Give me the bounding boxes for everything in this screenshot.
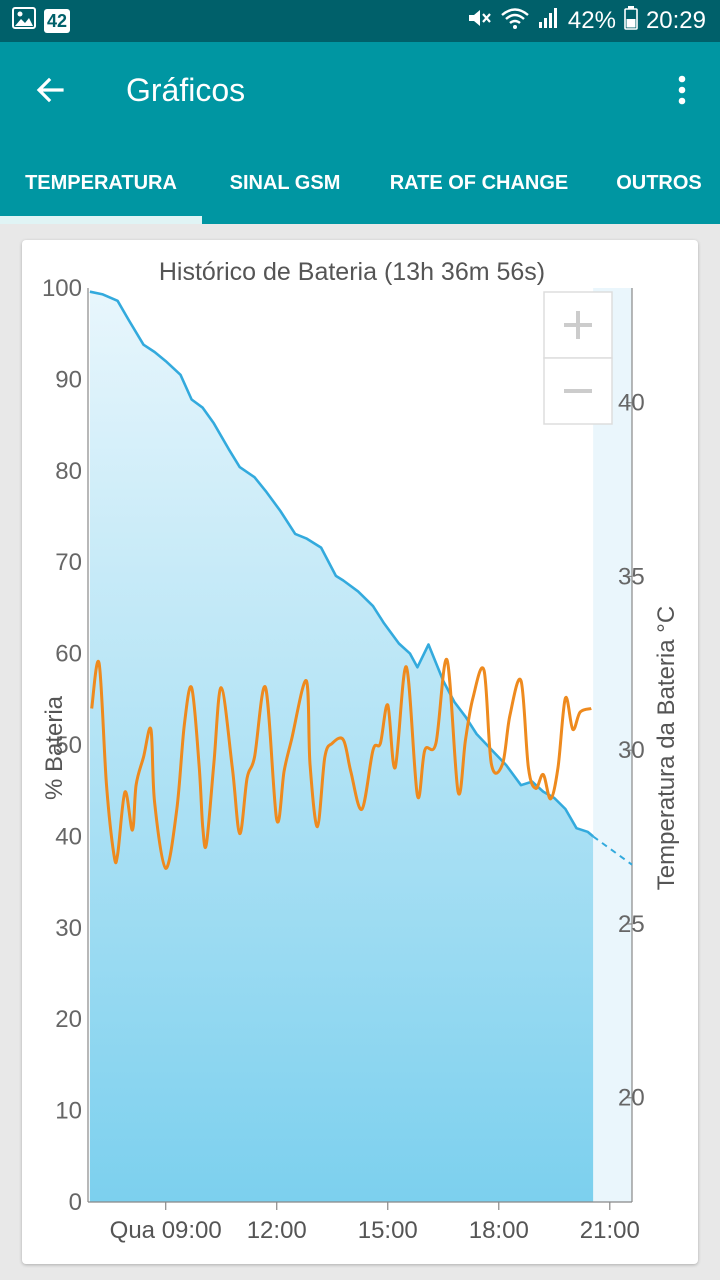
mute-icon (466, 6, 492, 37)
chart-lines (89, 290, 633, 870)
projection-region (593, 288, 632, 1202)
back-button[interactable] (28, 70, 72, 114)
y-left-tick-label: 20 (55, 1006, 82, 1033)
battery-icon (624, 5, 638, 37)
x-tick-label: Qua 09:00 (110, 1217, 222, 1244)
y-left-tick-label: 0 (69, 1189, 82, 1216)
signal-icon (538, 6, 560, 37)
page-title: Gráficos (126, 72, 246, 108)
tab-outros[interactable]: OUTROS (616, 171, 702, 194)
y-right-tick-label: 20 (618, 1085, 645, 1112)
status-bar: 42 42% 20:29 (0, 0, 720, 42)
y-left-tick-label: 90 (55, 366, 82, 393)
projection-region-fill (593, 288, 632, 1202)
y-left-tick-label: 30 (55, 915, 82, 942)
status-left: 42 (12, 7, 71, 34)
arrow-back-icon (34, 74, 66, 111)
wifi-icon (500, 6, 530, 37)
battery-percent: 42% (567, 7, 616, 34)
y-left-tick-label: 40 (55, 823, 82, 850)
image-icon (12, 7, 36, 34)
clock: 20:29 (645, 7, 706, 34)
tab-temperatura[interactable]: TEMPERATURA (25, 171, 177, 194)
chart-card: 0 10 20 30 40 50 60 70 80 90 100 20 25 30 35 40 Qua 09:0… (22, 240, 698, 1264)
y-right-tick-label: 35 (618, 563, 645, 590)
x-tick-label: 18:00 (469, 1217, 529, 1244)
y-left-tick-label: 10 (55, 1098, 82, 1125)
x-tick-label: 21:00 (580, 1217, 640, 1244)
battery-area-fill (89, 291, 594, 1202)
y-left-tick-label: 60 (55, 641, 82, 668)
zoom-in-button[interactable] (543, 291, 613, 359)
battery-area (89, 291, 594, 1202)
tab-indicator (0, 216, 202, 224)
zoom-out-button[interactable] (543, 357, 613, 425)
plus-icon (564, 311, 592, 339)
battery-projection-line (592, 835, 633, 866)
y-right-tick-label: 30 (618, 737, 645, 764)
y-left-tick-label: 80 (55, 458, 82, 485)
y-right-tick-label: 40 (618, 390, 645, 417)
tab-sinal-gsm[interactable]: SINAL GSM (229, 171, 341, 194)
tab-bar: TEMPERATURA SINAL GSM RATE OF CHANGE OUT… (0, 142, 720, 224)
y-left-tick-label: 50 (55, 732, 82, 759)
chart-labels: 0 10 20 30 40 50 60 70 80 90 100 20 25 30 35 40 Qua 09:0… (42, 275, 645, 1244)
temperature-line (90, 658, 592, 870)
app-bar: Gráficos (0, 42, 720, 142)
battery-history-chart[interactable]: 0 10 20 30 40 50 60 70 80 90 100 20 25 30 35 40 Qua 09:0… (22, 240, 698, 1264)
chart-title: Histórico de Bateria (13h 36m 56s) (159, 258, 545, 286)
tab-rate-of-change[interactable]: RATE OF CHANGE (389, 171, 569, 194)
x-tick-label: 15:00 (358, 1217, 418, 1244)
x-tick-label: 12:00 (247, 1217, 307, 1244)
y-left-tick-label: 70 (55, 549, 82, 576)
status-right: 42% 20:29 (466, 0, 706, 42)
chart-axes (87, 288, 633, 1210)
y-axis-right-label: Temperatura da Bateria °C (653, 606, 680, 890)
y-axis-left-label: % Bateria (41, 695, 68, 800)
notification-count-badge: 42 (44, 8, 71, 33)
battery-line (89, 290, 594, 838)
y-left-tick-label: 100 (42, 275, 82, 302)
more-options-button[interactable] (664, 70, 700, 114)
y-right-tick-label: 25 (618, 911, 645, 938)
more-vert-icon (678, 75, 686, 110)
